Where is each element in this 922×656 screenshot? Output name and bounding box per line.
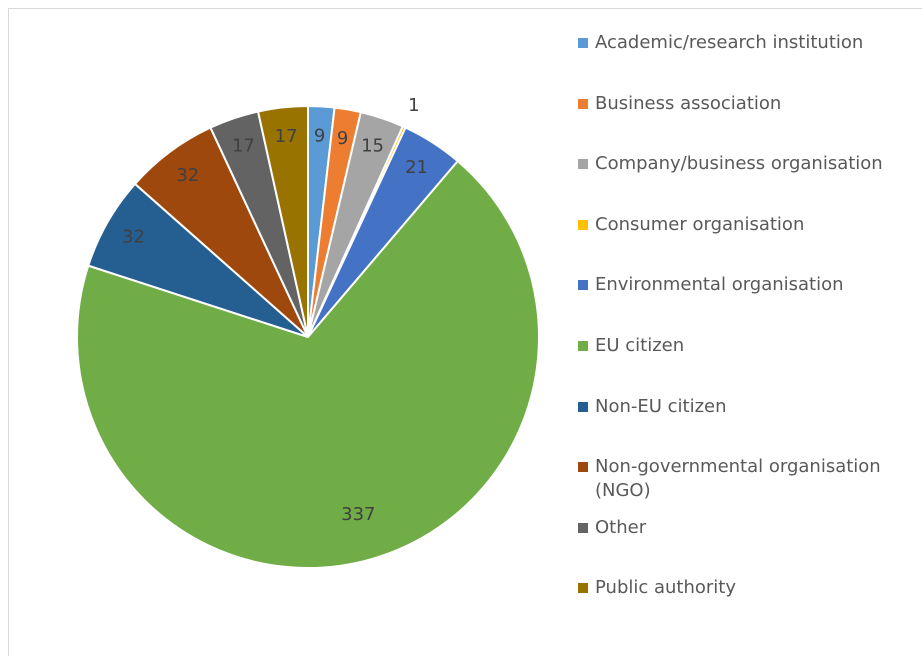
legend-swatch	[578, 98, 588, 109]
legend-item: Company/business organisation	[578, 152, 908, 176]
legend-swatch	[578, 462, 588, 473]
legend-label: Consumer organisation	[595, 213, 805, 235]
data-label: 21	[405, 157, 428, 178]
legend-label: Company/business organisation	[595, 153, 883, 175]
legend-label: Non-EU citizen	[595, 395, 727, 417]
legend-label: Business association	[595, 92, 782, 114]
legend-item: Non-EU citizen	[578, 395, 908, 419]
legend-item: Public authority	[578, 576, 908, 600]
legend-label: Other	[595, 516, 647, 538]
data-label: 32	[122, 226, 145, 247]
legend-label: Non-governmental organisation (NGO)	[595, 456, 881, 502]
pie-slice	[76, 159, 540, 569]
data-label: 9	[337, 128, 348, 149]
legend-swatch	[578, 522, 588, 533]
data-label: 1	[408, 95, 419, 116]
legend-item: Non-governmental organisation (NGO)	[578, 455, 908, 503]
legend-item: Business association	[578, 92, 908, 116]
pie-slice	[256, 104, 309, 338]
data-label: 337	[341, 504, 375, 525]
data-label: 15	[361, 136, 384, 157]
data-label: 17	[275, 126, 298, 147]
legend-label: Public authority	[595, 577, 737, 599]
chart-border	[8, 8, 922, 656]
legend-swatch	[578, 401, 588, 412]
legend-swatch	[578, 159, 588, 170]
legend-label: Academic/research institution	[595, 32, 864, 53]
legend-swatch	[578, 341, 588, 351]
data-label: 17	[232, 136, 255, 157]
legend-label: EU citizen	[595, 335, 685, 356]
legend-item: Academic/research institution	[578, 31, 908, 55]
legend-swatch	[578, 219, 588, 230]
legend-swatch	[578, 280, 588, 291]
legend-item: Environmental organisation	[578, 273, 908, 297]
legend-label: Environmental organisation	[595, 274, 844, 296]
legend-swatch	[578, 38, 588, 48]
data-label: 9	[314, 125, 325, 146]
legend-item: Consumer organisation	[578, 213, 908, 237]
legend-item: Other	[578, 516, 908, 540]
data-label: 32	[176, 165, 199, 186]
legend-item: EU citizen	[578, 334, 908, 358]
legend-swatch	[578, 583, 588, 594]
